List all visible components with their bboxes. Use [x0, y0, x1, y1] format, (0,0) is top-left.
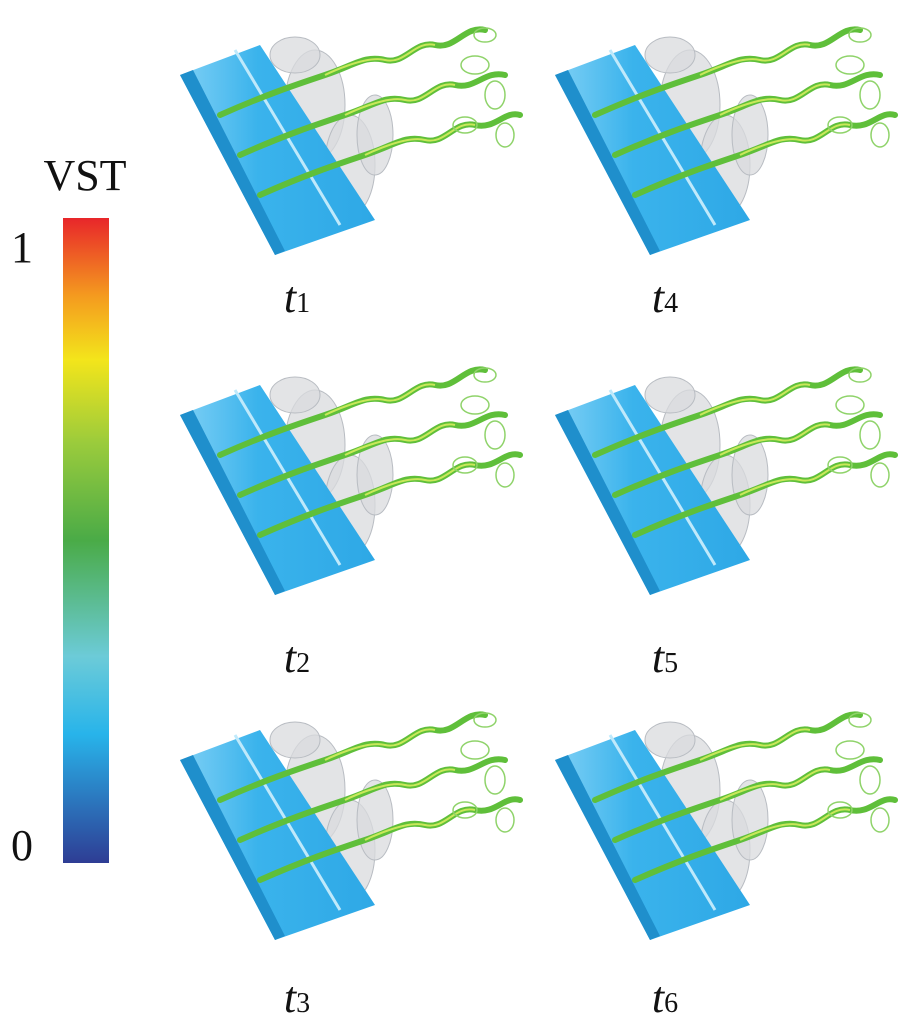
panel-label: t4: [652, 273, 678, 322]
panel-scene: [555, 28, 895, 255]
panel: [555, 713, 895, 940]
panel: [180, 368, 520, 595]
panel-scene: [180, 368, 520, 595]
panel-scene: [180, 713, 520, 940]
label-index: 2: [296, 648, 310, 679]
panel-label: t1: [284, 273, 310, 322]
label-variable: t: [284, 633, 298, 682]
panel-label: t2: [284, 633, 310, 682]
colorbar-max-label: 1: [11, 223, 33, 272]
panel-label: t5: [652, 633, 678, 682]
panel-scene: [555, 713, 895, 940]
label-index: 5: [664, 648, 678, 679]
label-variable: t: [652, 273, 666, 322]
label-index: 4: [664, 288, 678, 319]
label-variable: t: [652, 633, 666, 682]
colorbar-min-label: 0: [11, 821, 33, 870]
label-index: 6: [664, 988, 678, 1019]
label-index: 3: [296, 988, 310, 1019]
panel-label: t6: [652, 973, 678, 1022]
label-variable: t: [284, 973, 298, 1022]
panel: [555, 28, 895, 255]
label-variable: t: [284, 273, 298, 322]
panel-scene: [180, 28, 520, 255]
label-index: 1: [296, 288, 310, 319]
colorbar-title: VST: [43, 151, 126, 200]
panel: [555, 368, 895, 595]
panel: [180, 713, 520, 940]
panel-scene: [555, 368, 895, 595]
label-variable: t: [652, 973, 666, 1022]
panel-label: t3: [284, 973, 310, 1022]
panel: [180, 28, 520, 255]
colorbar: [63, 218, 109, 863]
